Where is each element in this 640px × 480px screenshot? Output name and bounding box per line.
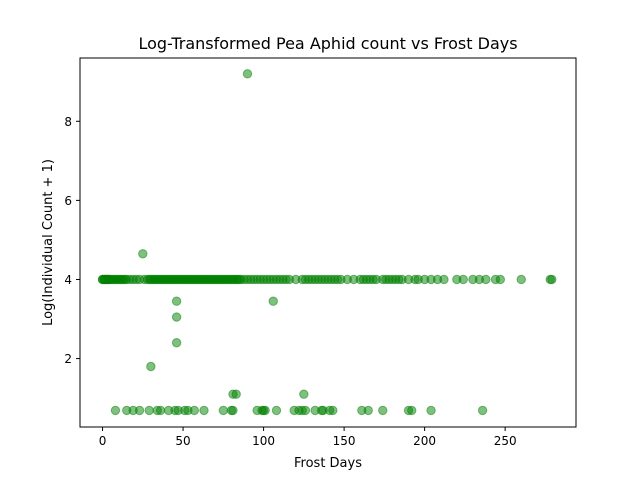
data-point	[328, 405, 338, 416]
data-point	[516, 274, 526, 285]
data-point	[199, 405, 209, 416]
data-point	[171, 296, 182, 306]
data-point	[299, 389, 309, 399]
y-tick-label: 8	[64, 115, 72, 129]
data-point	[363, 405, 373, 416]
data-point	[231, 389, 241, 399]
data-point	[458, 274, 468, 285]
data-point	[477, 405, 488, 416]
y-axis-ticks: 2 4 6 8	[64, 115, 80, 366]
plot-frame	[79, 57, 577, 428]
data-point	[300, 405, 311, 416]
data-point	[481, 274, 491, 285]
data-point	[378, 405, 388, 416]
data-point	[155, 405, 166, 416]
x-tick-label: 200	[413, 434, 436, 448]
data-point	[407, 405, 417, 416]
data-point	[144, 405, 154, 416]
data-point	[547, 274, 557, 285]
x-tick-label: 250	[494, 434, 517, 448]
data-point	[138, 249, 148, 259]
data-point	[146, 361, 156, 372]
x-tick-label: 100	[252, 434, 275, 448]
chart-title: Log-Transformed Pea Aphid count vs Frost…	[138, 34, 517, 53]
y-tick-label: 2	[64, 352, 72, 366]
data-point	[134, 405, 145, 416]
x-tick-label: 150	[333, 434, 356, 448]
y-tick-label: 4	[64, 273, 72, 287]
data-point	[426, 405, 436, 416]
data-point	[439, 274, 449, 285]
x-tick-label: 50	[175, 434, 190, 448]
data-point	[271, 405, 282, 416]
data-point	[218, 405, 229, 416]
data-point	[110, 405, 121, 416]
data-point	[268, 296, 278, 306]
data-point	[260, 405, 270, 416]
data-point	[171, 312, 182, 322]
y-axis-label: Log(Individual Count + 1)	[41, 159, 56, 326]
data-point	[495, 274, 506, 285]
x-tick-label: 0	[99, 434, 107, 448]
data-point	[228, 405, 238, 416]
data-points	[97, 69, 557, 416]
data-point	[242, 69, 253, 79]
x-axis-label: Frost Days	[294, 456, 362, 471]
data-point	[171, 338, 182, 348]
data-point	[189, 405, 200, 416]
y-tick-label: 6	[64, 194, 72, 208]
x-axis-ticks: 0 50 100 150 200 250	[99, 427, 517, 448]
